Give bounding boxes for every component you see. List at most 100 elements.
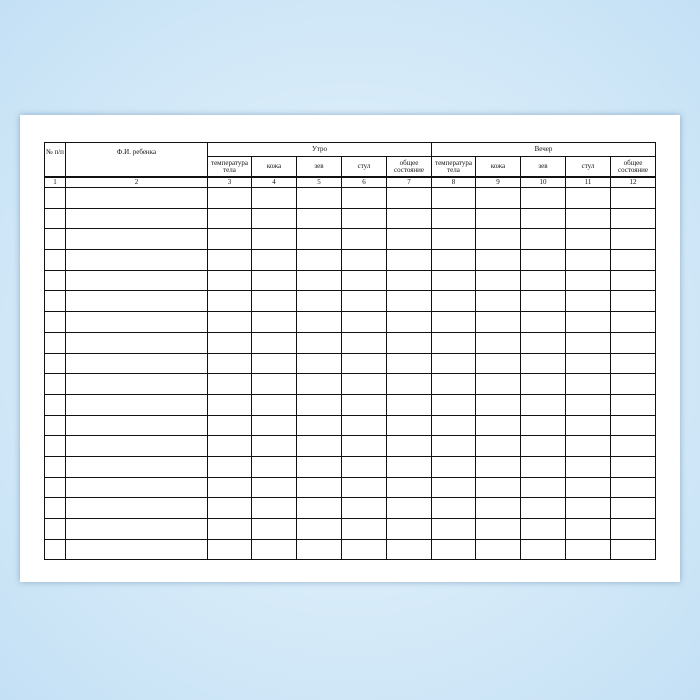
table-cell[interactable] — [65, 269, 208, 292]
table-cell[interactable] — [207, 207, 252, 230]
table-cell[interactable] — [65, 435, 208, 457]
table-cell[interactable] — [520, 455, 566, 478]
table-cell[interactable] — [386, 435, 432, 457]
table-cell[interactable] — [65, 455, 208, 478]
table-cell[interactable] — [610, 455, 656, 478]
table-cell[interactable] — [520, 311, 566, 333]
table-cell[interactable] — [251, 290, 297, 313]
table-cell[interactable] — [610, 290, 656, 313]
table-cell[interactable] — [475, 497, 521, 519]
table-cell[interactable] — [475, 207, 521, 230]
table-cell[interactable] — [296, 269, 342, 292]
table-cell[interactable] — [520, 373, 566, 395]
table-cell[interactable] — [341, 373, 387, 395]
table-cell[interactable] — [431, 249, 476, 271]
table-cell[interactable] — [610, 228, 656, 251]
table-cell[interactable] — [386, 269, 432, 292]
table-cell[interactable] — [44, 269, 66, 292]
table-cell[interactable] — [610, 393, 656, 416]
table-cell[interactable] — [475, 476, 521, 499]
table-cell[interactable] — [565, 228, 611, 251]
table-cell[interactable] — [520, 249, 566, 271]
table-cell[interactable] — [386, 249, 432, 271]
table-cell[interactable] — [65, 518, 208, 540]
table-cell[interactable] — [341, 518, 387, 540]
table-cell[interactable] — [251, 352, 297, 375]
table-cell[interactable] — [610, 435, 656, 457]
table-cell[interactable] — [251, 476, 297, 499]
table-cell[interactable] — [44, 538, 66, 561]
table-cell[interactable] — [296, 518, 342, 540]
table-cell[interactable] — [520, 414, 566, 437]
table-cell[interactable] — [386, 373, 432, 395]
table-cell[interactable] — [565, 290, 611, 313]
table-cell[interactable] — [565, 207, 611, 230]
table-cell[interactable] — [341, 331, 387, 354]
table-cell[interactable] — [520, 269, 566, 292]
table-cell[interactable] — [341, 269, 387, 292]
table-cell[interactable] — [296, 331, 342, 354]
table-cell[interactable] — [341, 352, 387, 375]
table-cell[interactable] — [296, 476, 342, 499]
table-cell[interactable] — [44, 290, 66, 313]
table-cell[interactable] — [475, 373, 521, 395]
table-cell[interactable] — [386, 455, 432, 478]
table-cell[interactable] — [475, 269, 521, 292]
table-cell[interactable] — [520, 518, 566, 540]
table-cell[interactable] — [565, 518, 611, 540]
table-cell[interactable] — [475, 518, 521, 540]
table-cell[interactable] — [431, 497, 476, 519]
table-cell[interactable] — [44, 518, 66, 540]
table-cell[interactable] — [65, 352, 208, 375]
table-cell[interactable] — [65, 187, 208, 209]
table-cell[interactable] — [386, 393, 432, 416]
table-cell[interactable] — [565, 269, 611, 292]
table-cell[interactable] — [251, 228, 297, 251]
table-cell[interactable] — [431, 269, 476, 292]
table-cell[interactable] — [341, 393, 387, 416]
table-cell[interactable] — [207, 269, 252, 292]
table-cell[interactable] — [251, 518, 297, 540]
table-cell[interactable] — [296, 373, 342, 395]
table-cell[interactable] — [610, 207, 656, 230]
table-cell[interactable] — [431, 414, 476, 437]
table-cell[interactable] — [341, 497, 387, 519]
table-cell[interactable] — [65, 228, 208, 251]
table-cell[interactable] — [610, 373, 656, 395]
table-cell[interactable] — [565, 435, 611, 457]
table-cell[interactable] — [475, 331, 521, 354]
table-cell[interactable] — [341, 435, 387, 457]
table-cell[interactable] — [386, 414, 432, 437]
table-cell[interactable] — [431, 435, 476, 457]
table-cell[interactable] — [565, 373, 611, 395]
table-cell[interactable] — [44, 311, 66, 333]
table-cell[interactable] — [296, 435, 342, 457]
table-cell[interactable] — [65, 290, 208, 313]
table-cell[interactable] — [296, 207, 342, 230]
table-cell[interactable] — [65, 207, 208, 230]
table-cell[interactable] — [251, 269, 297, 292]
table-cell[interactable] — [44, 373, 66, 395]
table-cell[interactable] — [296, 228, 342, 251]
table-cell[interactable] — [565, 187, 611, 209]
table-cell[interactable] — [565, 455, 611, 478]
table-cell[interactable] — [520, 476, 566, 499]
table-cell[interactable] — [431, 311, 476, 333]
table-cell[interactable] — [610, 187, 656, 209]
table-cell[interactable] — [44, 455, 66, 478]
table-cell[interactable] — [520, 393, 566, 416]
table-cell[interactable] — [386, 476, 432, 499]
table-cell[interactable] — [431, 187, 476, 209]
table-cell[interactable] — [207, 393, 252, 416]
table-cell[interactable] — [520, 290, 566, 313]
table-cell[interactable] — [296, 290, 342, 313]
table-cell[interactable] — [296, 352, 342, 375]
table-cell[interactable] — [475, 414, 521, 437]
table-cell[interactable] — [207, 228, 252, 251]
table-cell[interactable] — [386, 497, 432, 519]
table-cell[interactable] — [341, 228, 387, 251]
table-cell[interactable] — [565, 414, 611, 437]
table-cell[interactable] — [520, 435, 566, 457]
table-cell[interactable] — [431, 476, 476, 499]
table-cell[interactable] — [610, 497, 656, 519]
